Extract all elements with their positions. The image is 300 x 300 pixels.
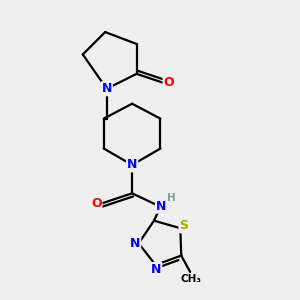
Text: N: N [130, 238, 140, 250]
Text: N: N [127, 158, 137, 171]
Text: N: N [101, 82, 112, 95]
Text: N: N [151, 263, 161, 276]
Text: O: O [91, 197, 102, 210]
Text: H: H [167, 194, 176, 203]
Text: N: N [156, 200, 166, 213]
Text: CH₃: CH₃ [180, 274, 201, 284]
Text: S: S [179, 219, 188, 232]
Text: O: O [164, 76, 174, 89]
